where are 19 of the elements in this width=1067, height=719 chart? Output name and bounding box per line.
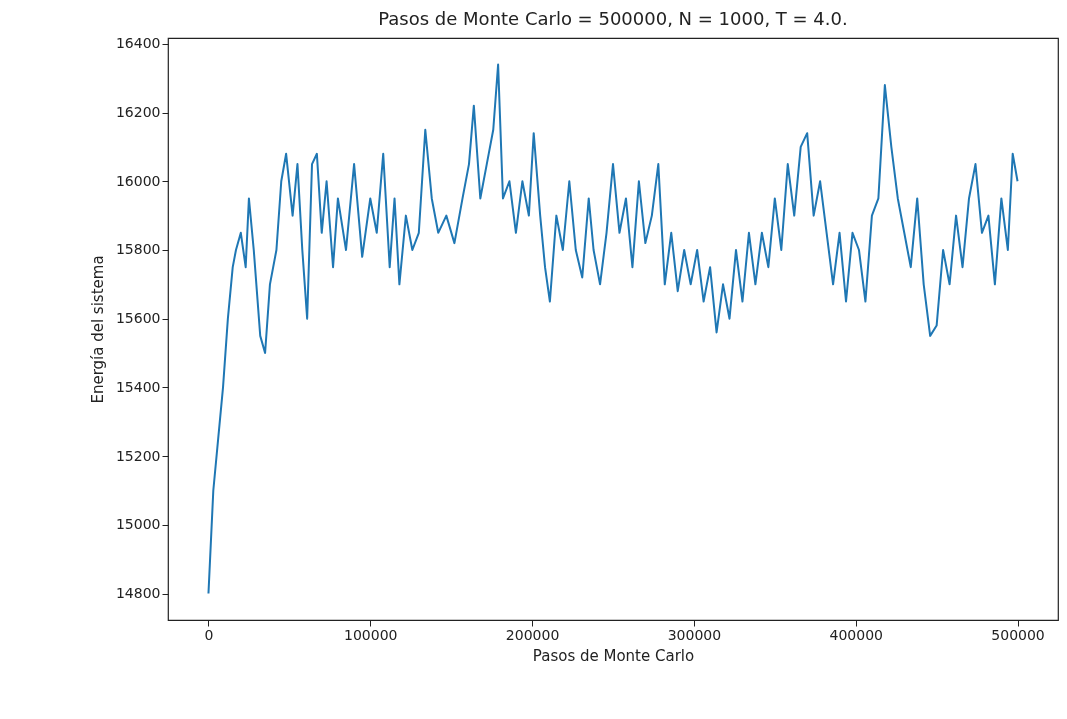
- y-tick-label: 16000: [115, 172, 161, 189]
- chart-title: Pasos de Monte Carlo = 500000, N = 1000, T = 4.0.: [378, 7, 848, 29]
- x-tick-label: 400000: [829, 626, 883, 643]
- x-tick-label: 300000: [667, 626, 722, 643]
- line-series: [207, 63, 1019, 595]
- y-tick-label: 16400: [115, 35, 161, 52]
- y-tick-label: 15600: [115, 310, 161, 327]
- x-axis-title: Pasos de Monte Carlo: [532, 646, 695, 665]
- x-tick-label: 100000: [344, 626, 398, 643]
- y-tick-label: 14800: [115, 585, 161, 602]
- y-axis-title: Energía del sistema: [88, 255, 107, 404]
- x-tick-label: 200000: [505, 626, 560, 643]
- y-tick-label: 15400: [115, 378, 161, 395]
- y-tick-label: 15800: [115, 241, 161, 258]
- y-tick-label: 15200: [115, 447, 161, 464]
- x-tick-label: 0: [204, 626, 214, 643]
- y-tick-label: 15000: [115, 516, 161, 533]
- x-tick-label: 500000: [991, 626, 1045, 643]
- y-tick-label: 16200: [115, 104, 161, 121]
